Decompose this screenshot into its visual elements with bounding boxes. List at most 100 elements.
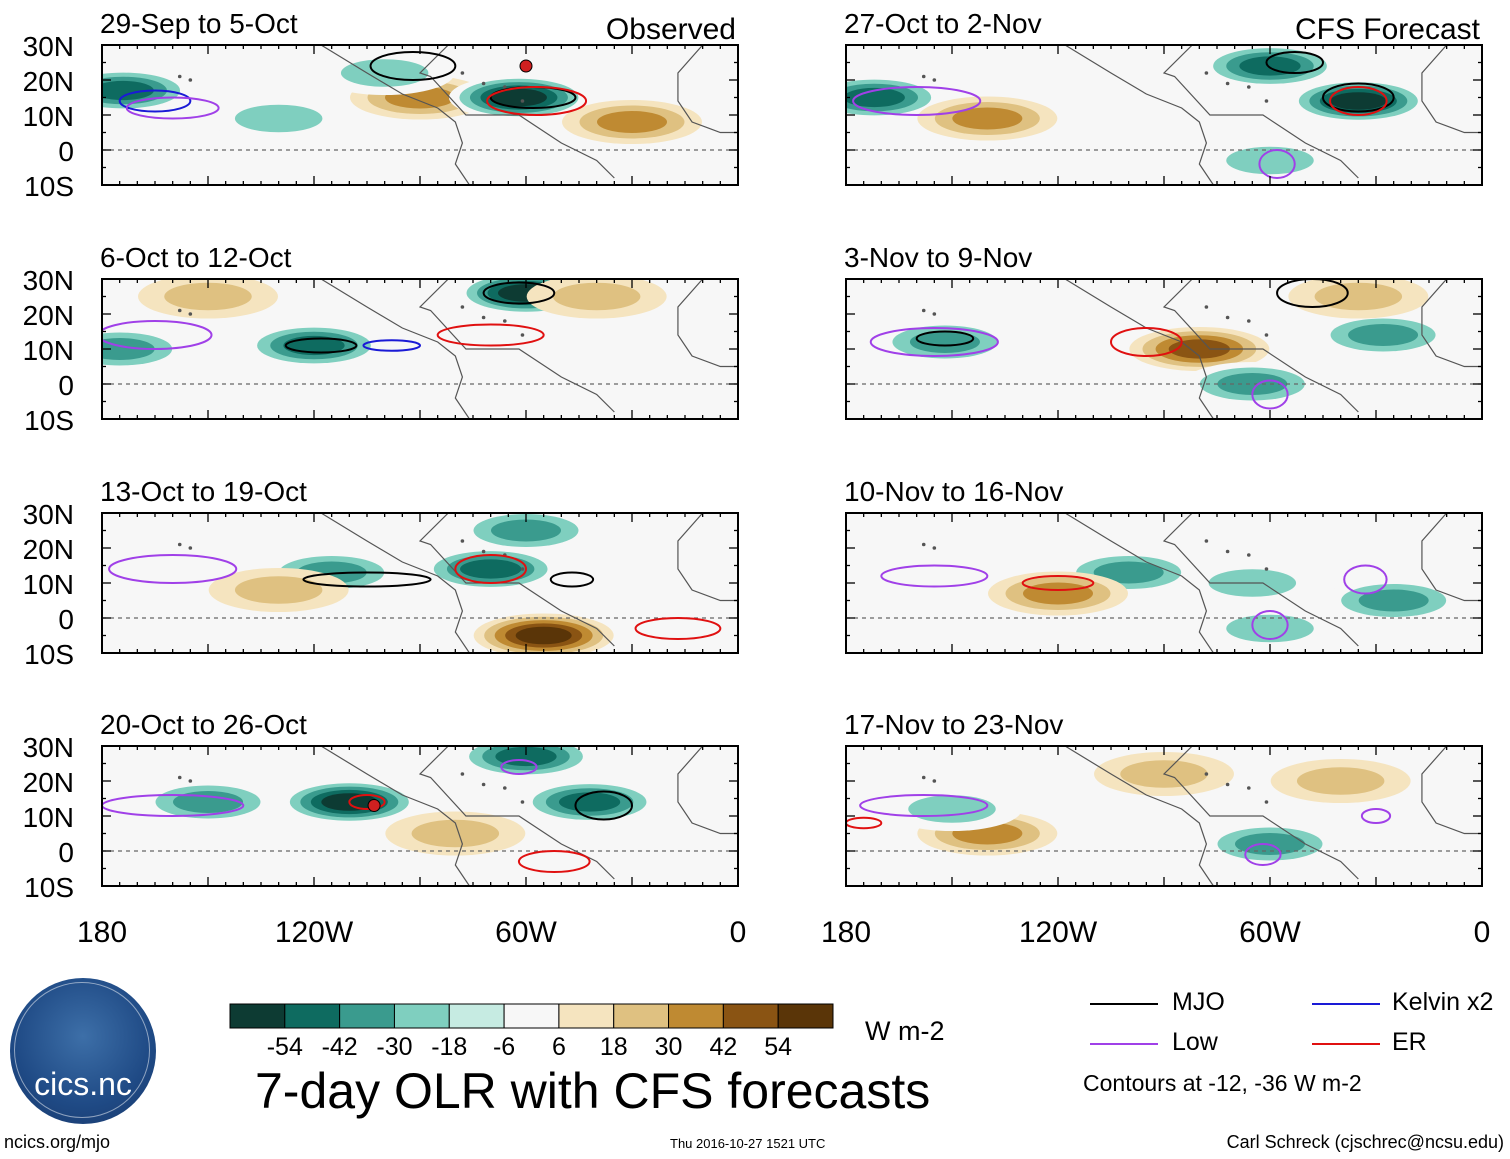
colorbar-tick-label: -54 <box>267 1033 303 1061</box>
coastline-americas <box>320 513 470 653</box>
coastline-south-america <box>1162 45 1359 179</box>
island-dot <box>177 308 182 313</box>
y-tick-label: 20N <box>23 300 74 331</box>
island-dot <box>177 775 182 780</box>
x-tick-label: 0 <box>730 916 747 949</box>
y-tick-label: 30N <box>23 499 74 530</box>
legend-line-er <box>1312 1043 1380 1045</box>
island-dot <box>503 319 507 323</box>
island-dot <box>520 800 525 804</box>
contour-mjo <box>549 571 595 588</box>
column-header: CFS Forecast <box>1295 13 1481 46</box>
legend-line-low <box>1090 1043 1158 1045</box>
panel-period-label: 6-Oct to 12-Oct <box>100 242 292 273</box>
coastline-americas <box>1064 279 1214 419</box>
anomaly-fill <box>340 59 429 87</box>
contour-mjo <box>915 330 975 347</box>
colorbar-swatch <box>722 1003 779 1029</box>
contour-mjo <box>369 51 457 81</box>
island-dot <box>188 312 193 316</box>
island-dot <box>1225 782 1230 787</box>
contour-mjo <box>482 281 556 305</box>
colorbar-swatch <box>777 1003 834 1029</box>
contour-mjo <box>574 790 634 821</box>
coastline-americas <box>320 279 470 419</box>
x-tick-label: 60W <box>1239 916 1301 949</box>
y-tick-label: 30N <box>23 732 74 763</box>
contour-er <box>846 816 883 830</box>
footer-url: ncics.org/mjo <box>4 1132 111 1152</box>
contour-mjo <box>1276 279 1349 308</box>
y-tick-label: 10N <box>23 569 74 600</box>
panel-period-label: 29-Sep to 5-Oct <box>100 8 298 39</box>
island-dot <box>1264 99 1269 103</box>
column-header: Observed <box>606 13 736 46</box>
colorbar-tick-label: 6 <box>552 1033 566 1061</box>
anomaly-fill <box>1296 767 1385 795</box>
contour-low <box>880 564 989 588</box>
island-dot <box>503 786 507 790</box>
island-dot <box>460 539 465 543</box>
island-dot <box>1247 85 1251 89</box>
panel-period-label: 13-Oct to 19-Oct <box>100 476 307 507</box>
coastline-americas <box>320 45 470 185</box>
contour-mjo <box>284 337 358 354</box>
island-dot <box>503 85 507 89</box>
island-dot <box>1247 319 1251 323</box>
contour-kelvin-x2 <box>362 339 422 352</box>
coastline-africa <box>1421 279 1482 368</box>
colorbar-units: W m-2 <box>865 1016 945 1046</box>
anomaly-fill <box>490 88 547 107</box>
contour-low <box>859 794 989 817</box>
colorbar-tick-label: 42 <box>709 1033 737 1061</box>
contour-low <box>1360 808 1392 824</box>
anomaly-fill <box>411 819 500 848</box>
coastline-africa <box>677 513 738 602</box>
contour-er <box>486 86 588 116</box>
legend-label-low: Low <box>1172 1028 1218 1056</box>
panel-content <box>102 513 738 653</box>
island-dot <box>1264 800 1269 804</box>
x-tick-label: 120W <box>275 916 354 949</box>
island-dot <box>1247 786 1251 790</box>
y-tick-label: 10S <box>24 872 74 903</box>
x-tick-label: 0 <box>1474 916 1491 949</box>
contour-er <box>348 794 386 810</box>
panel-content <box>102 279 738 419</box>
colorbar-swatch <box>668 1003 724 1029</box>
y-tick-label: 0 <box>58 604 74 635</box>
colorbar-swatch <box>448 1003 505 1029</box>
colorbar-swatch <box>503 1003 560 1029</box>
colorbar-swatch <box>558 1003 615 1029</box>
coastline-south-america <box>418 45 615 179</box>
contour-low <box>500 759 538 775</box>
island-dot <box>932 779 937 783</box>
anomaly-fill <box>1358 589 1429 612</box>
coastline-africa <box>1421 746 1482 835</box>
contour-er <box>1110 327 1183 357</box>
panel-content <box>846 513 1482 653</box>
panel-period-label: 3-Nov to 9-Nov <box>844 242 1032 273</box>
island-dot <box>520 333 525 337</box>
contour-note: Contours at -12, -36 W m-2 <box>1083 1070 1362 1096</box>
y-tick-label: 20N <box>23 66 74 97</box>
panel-0-3: 20-Oct to 26-Oct 30N 20N 10N 0 10S <box>23 709 739 903</box>
y-tick-label: 20N <box>23 767 74 798</box>
legend-line-kelvin <box>1312 1003 1380 1005</box>
anomaly-fill <box>558 792 621 812</box>
panel-0-1: 6-Oct to 12-Oct 30N 20N 10N 0 10S <box>23 242 739 436</box>
coastline-africa <box>677 279 738 368</box>
panel-0-0: 29-Sep to 5-Oct Observed 30N 20N 10N 0 10S <box>23 8 739 202</box>
island-dot <box>481 81 486 86</box>
contour-kelvin-x2 <box>118 89 192 113</box>
legend-label-kelvin: Kelvin x2 <box>1392 988 1494 1016</box>
panel-1-3: 17-Nov to 23-Nov <box>844 709 1483 887</box>
coastline-africa <box>677 746 738 835</box>
colorbar-swatch <box>229 1003 286 1029</box>
coastline-americas <box>1064 513 1214 653</box>
y-tick-label: 0 <box>58 837 74 868</box>
colorbar-swatch <box>393 1003 450 1029</box>
panel-content <box>102 45 738 185</box>
panel-period-label: 27-Oct to 2-Nov <box>844 8 1042 39</box>
contour-er <box>517 850 591 873</box>
